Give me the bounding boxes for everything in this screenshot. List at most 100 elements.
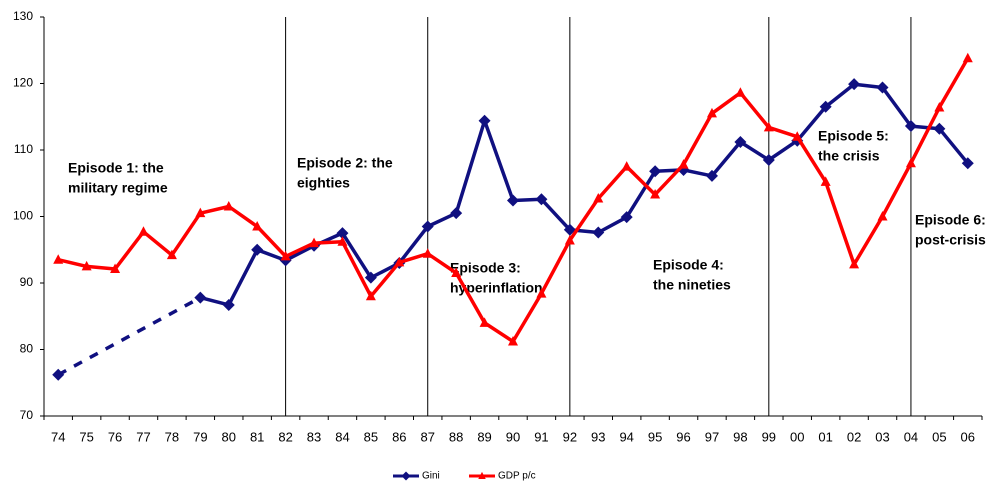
triangle-marker	[337, 236, 348, 246]
triangle-marker	[195, 207, 206, 218]
diamond-marker	[819, 100, 832, 113]
episode-label: Episode 5:	[818, 127, 889, 143]
triangle-marker	[365, 290, 376, 301]
triangle-marker	[934, 101, 945, 112]
x-tick-label: 87	[420, 429, 434, 444]
triangle-marker	[593, 193, 604, 203]
diamond-marker	[620, 211, 633, 224]
x-tick-label: 04	[904, 429, 918, 444]
x-tick-label: 82	[278, 429, 292, 444]
diamond-marker	[450, 207, 463, 220]
x-tick-label: 92	[563, 429, 577, 444]
x-tick-label: 94	[619, 429, 633, 444]
episode-label: the nineties	[653, 276, 731, 292]
x-tick-label: 99	[762, 429, 776, 444]
triangle-marker	[479, 317, 490, 327]
diamond-marker	[734, 136, 747, 149]
triangle-marker	[166, 249, 177, 260]
y-tick-label: 100	[13, 209, 33, 223]
x-tick-label: 01	[818, 429, 832, 444]
triangle-marker	[110, 263, 121, 274]
triangle-marker	[138, 226, 149, 236]
triangle-marker	[394, 256, 405, 267]
y-tick-label: 130	[13, 9, 33, 23]
diamond-marker	[52, 368, 65, 381]
x-tick-label: 80	[222, 429, 236, 444]
diamond-marker	[563, 223, 576, 236]
y-tick-label: 90	[20, 275, 34, 289]
triangle-marker	[706, 107, 717, 118]
diamond-marker	[876, 81, 889, 94]
diamond-marker	[507, 194, 519, 207]
episode-label: military regime	[68, 179, 168, 195]
episode-label: Episode 1: the	[68, 159, 164, 175]
gap-bridge	[57, 296, 202, 377]
triangle-marker	[877, 211, 888, 221]
diamond-marker	[401, 471, 411, 481]
x-tick-label: 06	[961, 429, 975, 444]
x-tick-label: 90	[506, 429, 520, 444]
x-tick-label: 91	[534, 429, 548, 444]
y-tick-label: 120	[13, 76, 33, 90]
x-tick-label: 03	[875, 429, 889, 444]
diamond-marker	[194, 291, 207, 304]
x-tick-label: 78	[165, 429, 179, 444]
triangle-marker	[422, 248, 433, 258]
triangle-marker	[820, 176, 831, 186]
diamond-marker	[364, 271, 377, 284]
episode-label: eighties	[297, 174, 350, 190]
triangle-marker	[508, 336, 518, 346]
x-tick-label: 86	[392, 429, 406, 444]
episode-label: the crisis	[818, 147, 880, 163]
triangle-marker	[763, 121, 774, 132]
episode-label: Episode 6:	[915, 211, 986, 227]
x-tick-label: 89	[477, 429, 491, 444]
diamond-marker	[904, 120, 917, 133]
y-tick-label: 110	[14, 142, 33, 156]
legend-label: GDP p/c	[498, 471, 536, 482]
series-line	[199, 82, 970, 307]
x-tick-label: 96	[676, 429, 690, 444]
diamond-marker	[762, 153, 775, 166]
diamond-marker	[961, 157, 974, 170]
x-tick-label: 88	[449, 429, 463, 444]
triangle-marker	[478, 471, 486, 479]
episode-label: Episode 2: the	[297, 154, 393, 170]
x-tick-label: 74	[51, 429, 65, 444]
x-tick-label: 93	[591, 429, 605, 444]
triangle-marker	[962, 52, 973, 63]
triangle-marker	[309, 237, 320, 248]
diamond-marker	[478, 114, 491, 127]
triangle-marker	[678, 159, 689, 169]
diamond-marker	[592, 226, 605, 239]
diamond-marker	[705, 169, 718, 182]
x-tick-label: 98	[733, 429, 747, 444]
x-tick-label: 97	[705, 429, 719, 444]
diamond-marker	[251, 243, 264, 256]
diamond-marker	[336, 227, 349, 240]
legend-label: Gini	[422, 471, 440, 482]
diamond-marker	[421, 220, 434, 233]
x-tick-label: 81	[250, 429, 264, 444]
triangle-marker	[451, 267, 462, 278]
episode-label: Episode 3:	[450, 259, 521, 275]
x-tick-label: 95	[648, 429, 662, 444]
x-tick-label: 76	[108, 429, 122, 444]
episode-label: Episode 4:	[653, 256, 724, 272]
diamond-marker	[933, 122, 946, 135]
triangle-marker	[735, 87, 746, 97]
x-tick-label: 85	[364, 429, 378, 444]
triangle-marker	[650, 189, 661, 199]
x-tick-label: 00	[790, 429, 804, 444]
x-tick-label: 79	[193, 429, 207, 444]
triangle-marker	[81, 260, 92, 271]
y-tick-label: 80	[20, 342, 34, 356]
triangle-marker	[53, 254, 64, 264]
episode-label: post-crisis	[915, 231, 986, 247]
triangle-marker	[252, 220, 263, 231]
y-tick-label: 70	[20, 408, 34, 422]
x-tick-label: 83	[307, 429, 321, 444]
episode-label: hyperinflation	[450, 279, 543, 295]
diamond-marker	[535, 193, 548, 206]
